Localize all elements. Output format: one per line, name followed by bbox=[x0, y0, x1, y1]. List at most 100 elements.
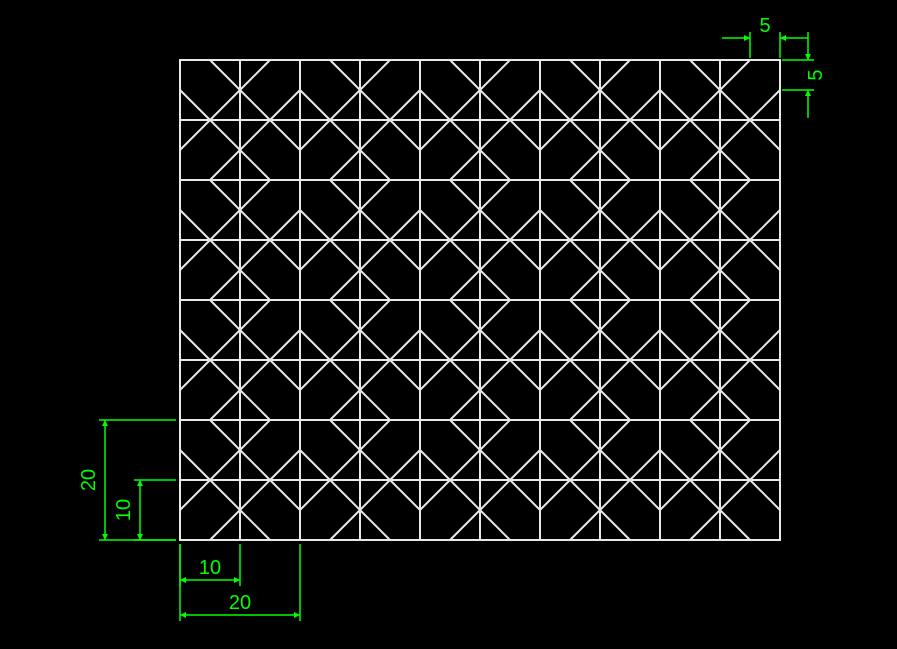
diag bbox=[450, 390, 480, 420]
diag bbox=[690, 510, 720, 540]
diag bbox=[690, 180, 720, 210]
diag bbox=[750, 210, 780, 240]
diag bbox=[540, 330, 570, 360]
diag bbox=[720, 150, 750, 180]
diag bbox=[480, 510, 510, 540]
diag bbox=[690, 420, 720, 450]
diag bbox=[300, 450, 330, 480]
diag bbox=[420, 240, 450, 270]
diag bbox=[450, 270, 480, 300]
dim-arrow bbox=[102, 420, 108, 426]
diag bbox=[570, 180, 600, 210]
dim-arrow bbox=[294, 612, 300, 618]
diag bbox=[330, 270, 360, 300]
diag bbox=[330, 180, 360, 210]
diag bbox=[660, 240, 690, 270]
diag bbox=[510, 120, 540, 150]
dim-arrow bbox=[137, 534, 143, 540]
diag bbox=[420, 330, 450, 360]
diag bbox=[510, 480, 540, 510]
diag bbox=[330, 510, 360, 540]
diag bbox=[630, 330, 660, 360]
diag bbox=[690, 60, 720, 90]
diag bbox=[570, 390, 600, 420]
diag bbox=[180, 450, 210, 480]
diag bbox=[450, 510, 480, 540]
diag bbox=[630, 240, 660, 270]
diag bbox=[360, 150, 390, 180]
diag bbox=[540, 360, 570, 390]
diag bbox=[510, 360, 540, 390]
diag bbox=[570, 420, 600, 450]
diag bbox=[750, 120, 780, 150]
diag bbox=[510, 90, 540, 120]
diag bbox=[540, 480, 570, 510]
diag bbox=[270, 450, 300, 480]
cad-drawing: 1020102055 bbox=[0, 0, 897, 649]
diag bbox=[240, 420, 270, 450]
diag bbox=[240, 390, 270, 420]
diag bbox=[270, 330, 300, 360]
diag bbox=[210, 180, 240, 210]
diag bbox=[450, 300, 480, 330]
dim-arrow bbox=[137, 480, 143, 486]
diag bbox=[300, 120, 330, 150]
diag bbox=[270, 210, 300, 240]
diag bbox=[390, 360, 420, 390]
diag bbox=[270, 120, 300, 150]
diag bbox=[420, 210, 450, 240]
diag bbox=[600, 420, 630, 450]
dim-arrow bbox=[744, 35, 750, 41]
diag bbox=[720, 390, 750, 420]
diag bbox=[180, 210, 210, 240]
diag bbox=[420, 90, 450, 120]
diag bbox=[750, 330, 780, 360]
dim-bottom-20: 20 bbox=[229, 592, 251, 614]
diag bbox=[510, 450, 540, 480]
diag bbox=[480, 150, 510, 180]
diag bbox=[390, 90, 420, 120]
diag bbox=[480, 180, 510, 210]
diag bbox=[750, 450, 780, 480]
diag bbox=[240, 150, 270, 180]
dim-arrow bbox=[805, 54, 811, 60]
diag bbox=[360, 60, 390, 90]
diag bbox=[210, 270, 240, 300]
dim-arrow bbox=[102, 534, 108, 540]
diag bbox=[750, 240, 780, 270]
diag bbox=[330, 150, 360, 180]
diag bbox=[660, 90, 690, 120]
diag bbox=[360, 180, 390, 210]
diag bbox=[180, 480, 210, 510]
diag bbox=[600, 60, 630, 90]
diag bbox=[180, 240, 210, 270]
diag bbox=[720, 300, 750, 330]
dim-arrow bbox=[180, 612, 186, 618]
diag bbox=[540, 450, 570, 480]
diag bbox=[450, 180, 480, 210]
dim-arrow bbox=[234, 577, 240, 583]
diag bbox=[300, 360, 330, 390]
diag bbox=[180, 120, 210, 150]
diag bbox=[390, 480, 420, 510]
diag bbox=[600, 270, 630, 300]
diag bbox=[330, 390, 360, 420]
diag bbox=[390, 210, 420, 240]
diag bbox=[660, 450, 690, 480]
diag bbox=[690, 150, 720, 180]
diag bbox=[270, 240, 300, 270]
diag bbox=[360, 420, 390, 450]
diag bbox=[330, 300, 360, 330]
dim-left-20: 20 bbox=[78, 469, 100, 491]
diag bbox=[240, 300, 270, 330]
diag bbox=[210, 510, 240, 540]
diag bbox=[570, 270, 600, 300]
diag bbox=[360, 390, 390, 420]
diag bbox=[450, 60, 480, 90]
diag bbox=[210, 420, 240, 450]
diag bbox=[630, 90, 660, 120]
diag bbox=[360, 300, 390, 330]
diag bbox=[390, 450, 420, 480]
diag bbox=[720, 270, 750, 300]
diag bbox=[540, 210, 570, 240]
